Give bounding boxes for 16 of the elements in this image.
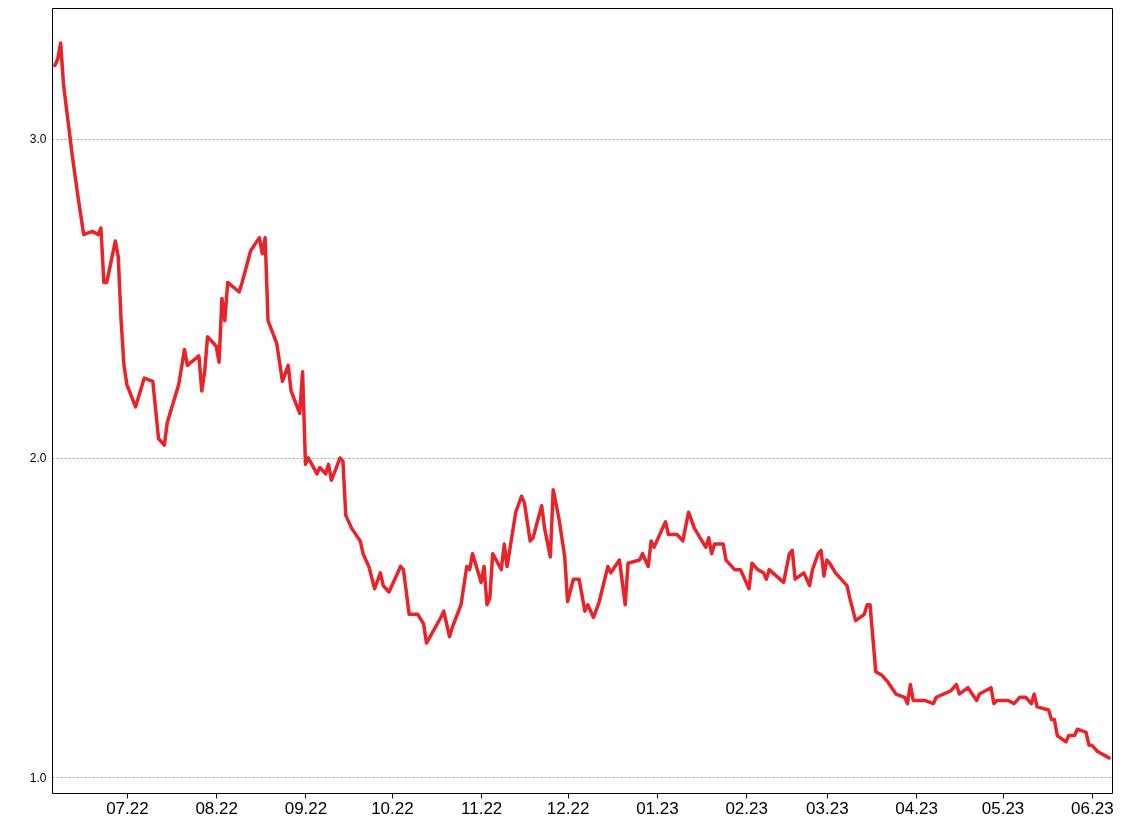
x-tick-label: 03.23 bbox=[806, 798, 849, 818]
x-tick-label: 06.23 bbox=[1071, 798, 1114, 818]
y-tick-label: 1.0 bbox=[29, 770, 47, 785]
x-tick-label: 10.22 bbox=[371, 798, 414, 818]
x-tick-label: 02.23 bbox=[725, 798, 768, 818]
x-tick-label: 12.22 bbox=[546, 798, 590, 818]
y-tick-label: 2.0 bbox=[29, 451, 47, 466]
y-tick-label: 3.0 bbox=[29, 132, 47, 147]
x-tick-label: 08.22 bbox=[195, 798, 238, 818]
x-tick-label: 09.22 bbox=[284, 798, 328, 818]
x-tick-label: 04.23 bbox=[895, 798, 938, 818]
line-series bbox=[53, 41, 1111, 760]
x-tick-label: 05.23 bbox=[981, 798, 1025, 818]
x-tick-label: 07.22 bbox=[106, 798, 149, 818]
x-tick-label: 11.22 bbox=[461, 798, 503, 818]
x-tick-label: 01.23 bbox=[636, 798, 679, 818]
